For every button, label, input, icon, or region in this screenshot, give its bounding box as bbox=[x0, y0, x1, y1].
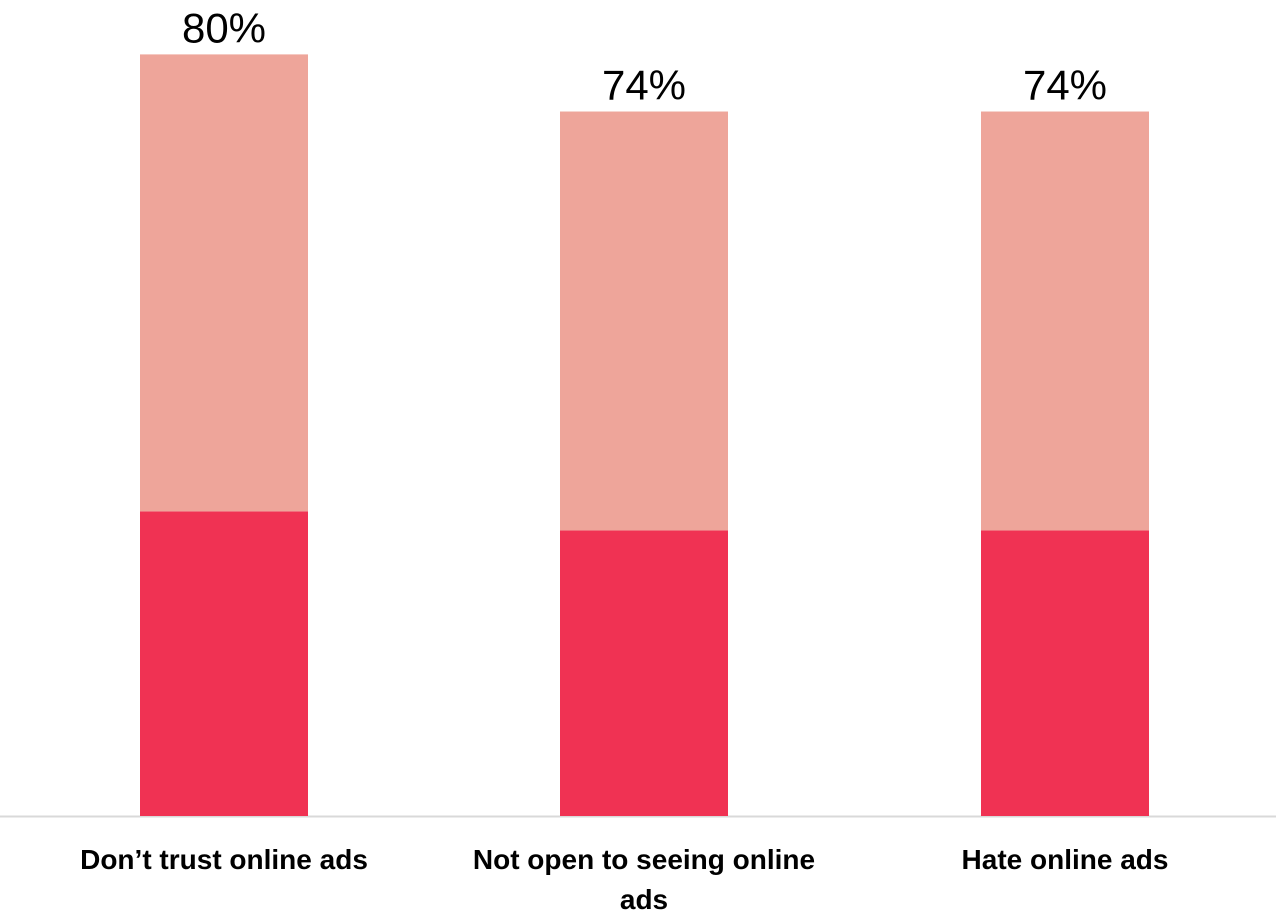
bar-segment-upper-3 bbox=[981, 111, 1149, 531]
x-tick-label: Not open to seeing online ads bbox=[472, 844, 816, 915]
bar-total-label: 74% bbox=[602, 62, 686, 109]
bar-segment-upper-2 bbox=[560, 111, 728, 531]
bar-total-label: 74% bbox=[1023, 62, 1107, 109]
x-tick-label: Hate online ads bbox=[961, 844, 1169, 875]
bar-segment-lower-2 bbox=[560, 530, 728, 816]
bar-segment-lower-3 bbox=[981, 530, 1149, 816]
bar-segment-upper-1 bbox=[140, 54, 308, 512]
x-tick-label: Don’t trust online ads bbox=[80, 844, 368, 875]
bar-total-label: 80% bbox=[182, 4, 266, 51]
bar-segment-lower-1 bbox=[140, 511, 308, 816]
